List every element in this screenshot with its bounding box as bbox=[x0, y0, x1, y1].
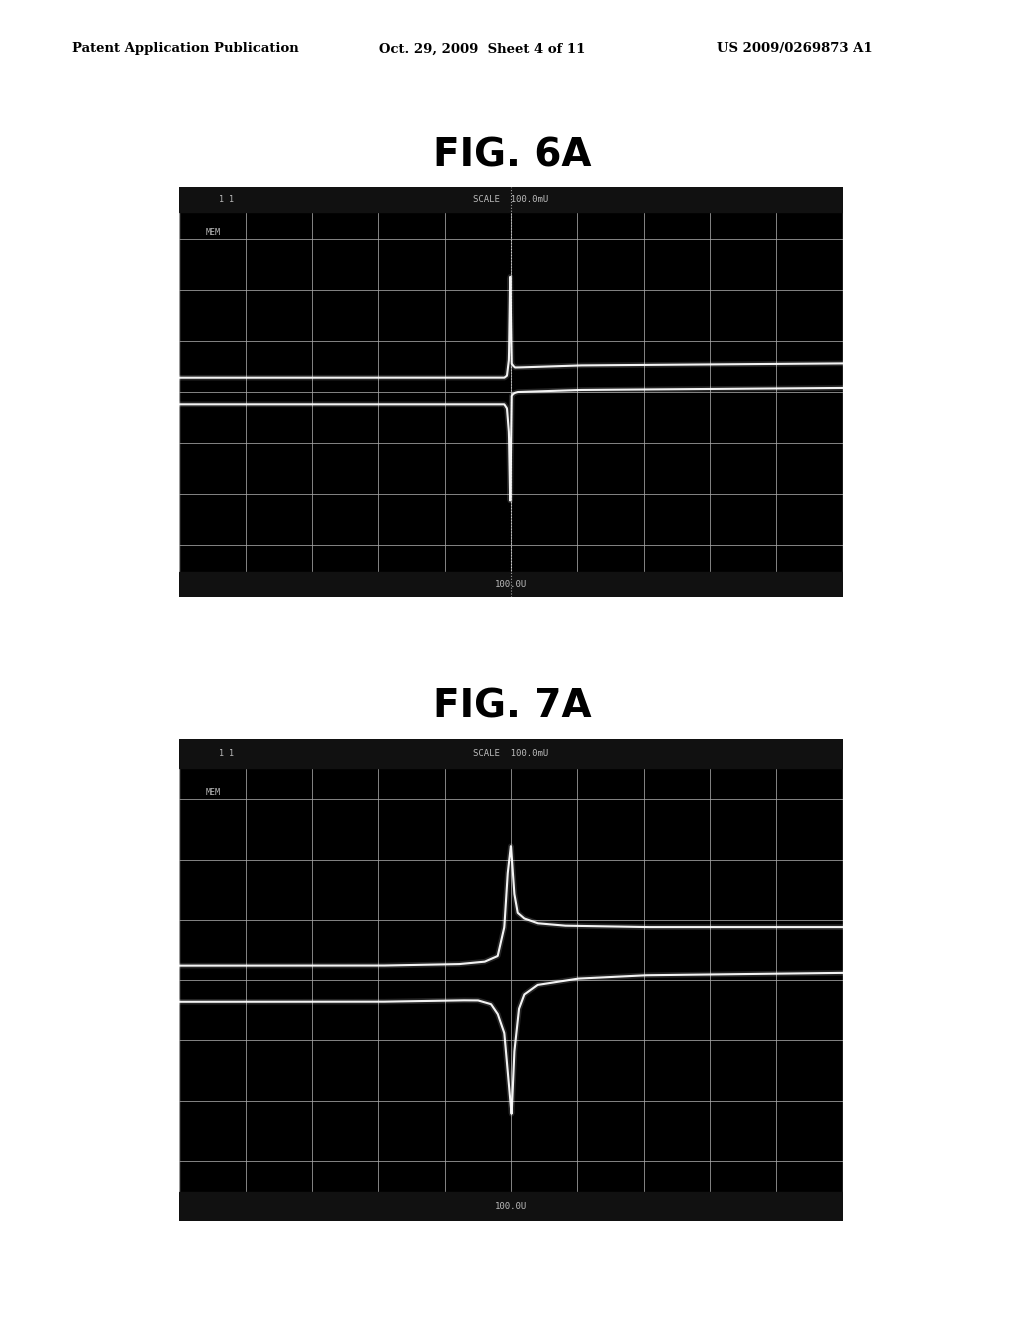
Text: MEM: MEM bbox=[206, 228, 221, 238]
Text: 1 1: 1 1 bbox=[219, 750, 234, 758]
Text: 1 1: 1 1 bbox=[219, 195, 234, 205]
Text: US 2009/0269873 A1: US 2009/0269873 A1 bbox=[717, 42, 872, 55]
Text: 100.0U: 100.0U bbox=[495, 1203, 527, 1210]
Bar bbox=[179, 572, 843, 597]
Bar bbox=[179, 1192, 843, 1221]
Bar bbox=[179, 739, 843, 768]
Text: SCALE  100.0mU: SCALE 100.0mU bbox=[473, 750, 549, 758]
Bar bbox=[179, 187, 843, 213]
Text: FIG. 7A: FIG. 7A bbox=[433, 688, 591, 725]
Text: Oct. 29, 2009  Sheet 4 of 11: Oct. 29, 2009 Sheet 4 of 11 bbox=[379, 42, 586, 55]
Text: MEM: MEM bbox=[206, 788, 221, 797]
Text: FIG. 6A: FIG. 6A bbox=[433, 137, 591, 174]
Text: SCALE  100.0mU: SCALE 100.0mU bbox=[473, 195, 549, 205]
Text: 100.0U: 100.0U bbox=[495, 579, 527, 589]
Text: Patent Application Publication: Patent Application Publication bbox=[72, 42, 298, 55]
